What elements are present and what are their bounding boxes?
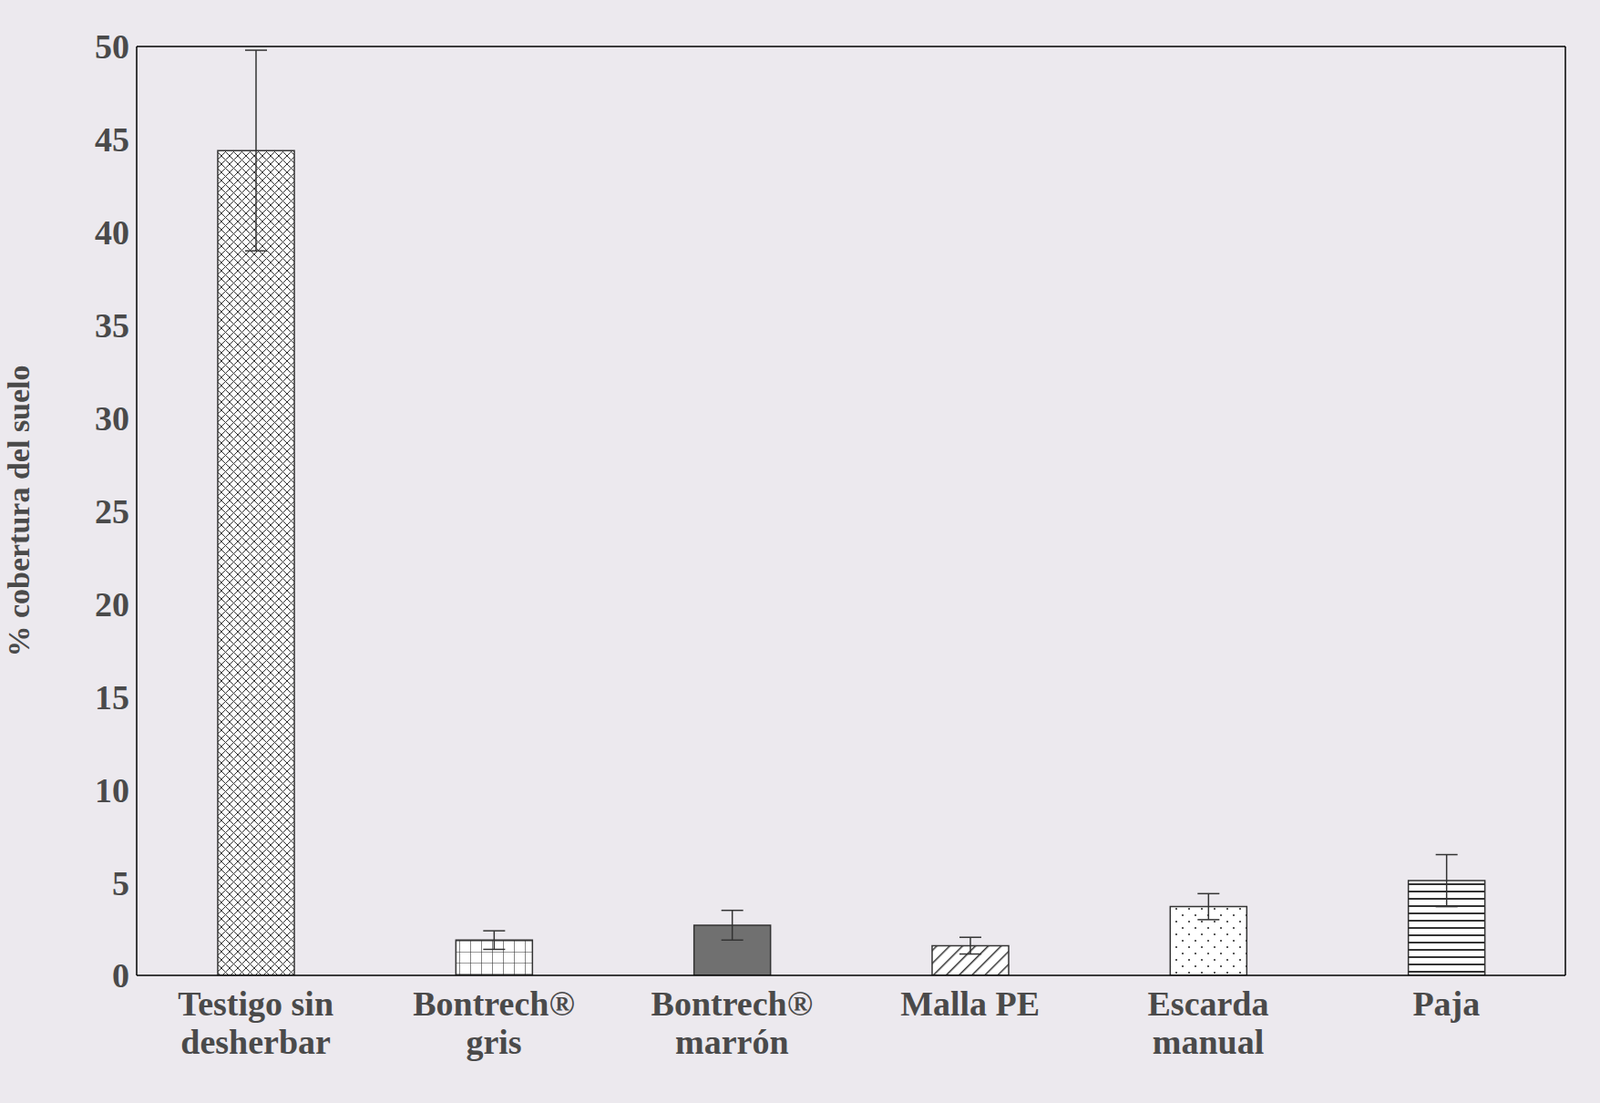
svg-text:20: 20 (94, 584, 130, 624)
svg-text:Escardamanual: Escardamanual (1148, 984, 1270, 1061)
svg-text:25: 25 (94, 492, 130, 531)
svg-text:Malla PE: Malla PE (900, 984, 1040, 1023)
svg-text:30: 30 (94, 399, 130, 438)
svg-text:50: 50 (94, 27, 130, 66)
svg-text:15: 15 (94, 677, 130, 717)
svg-text:45: 45 (94, 120, 130, 159)
svg-text:Testigo sindesherbar: Testigo sindesherbar (177, 984, 334, 1061)
svg-text:Paja: Paja (1412, 984, 1480, 1023)
svg-text:5: 5 (112, 863, 130, 903)
svg-text:Bontrech®marrón: Bontrech®marrón (651, 984, 814, 1061)
svg-text:35: 35 (94, 306, 130, 345)
svg-text:Bontrech®gris: Bontrech®gris (412, 984, 575, 1061)
svg-text:40: 40 (94, 213, 130, 252)
svg-text:0: 0 (112, 955, 130, 995)
svg-text:% cobertura del suelo: % cobertura del suelo (1, 364, 36, 657)
svg-text:10: 10 (94, 770, 130, 810)
